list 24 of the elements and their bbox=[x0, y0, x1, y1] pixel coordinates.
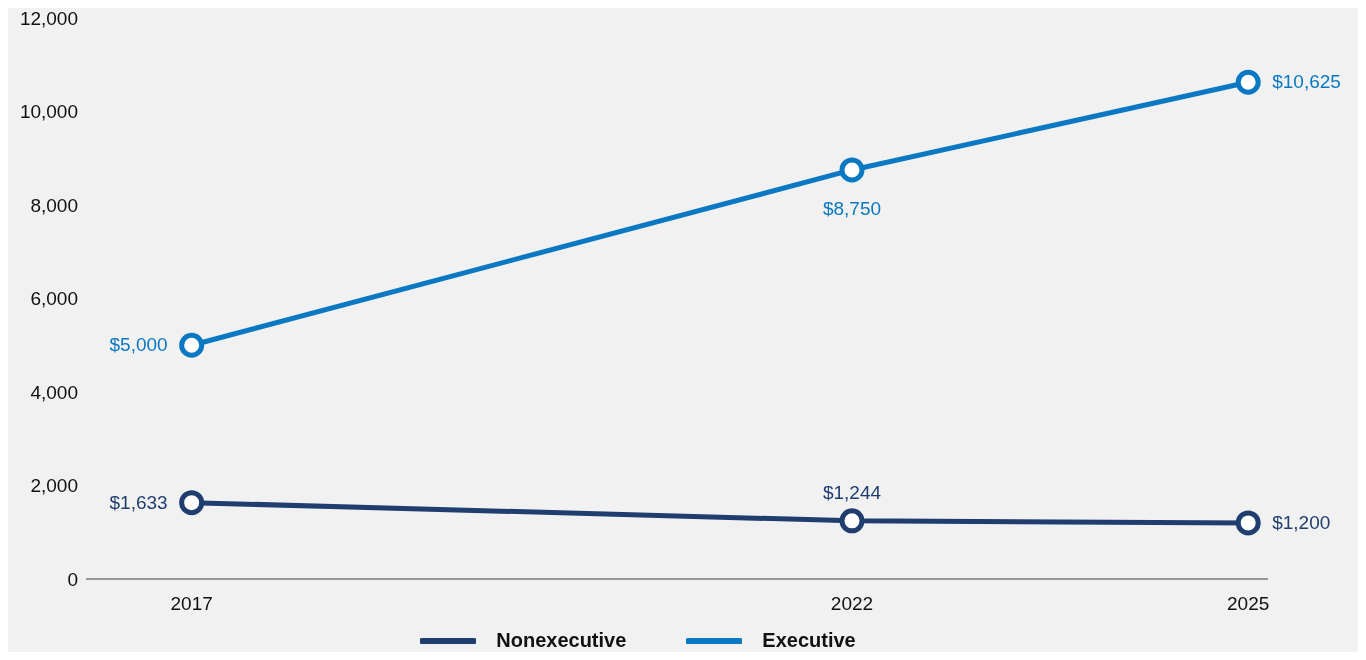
x-tick-label: 2025 bbox=[1227, 593, 1270, 615]
x-tick-label: 2017 bbox=[170, 593, 213, 615]
point bbox=[179, 332, 205, 358]
point bbox=[1235, 510, 1261, 536]
y-tick-label: 4,000 bbox=[30, 381, 78, 403]
point bbox=[1235, 69, 1261, 95]
y-tick-label: 12,000 bbox=[19, 7, 78, 29]
point bbox=[839, 508, 865, 534]
data-label: $1,200 bbox=[1272, 511, 1331, 533]
data-label: $1,633 bbox=[109, 491, 168, 513]
data-label: $5,000 bbox=[109, 334, 168, 356]
y-tick-label: 10,000 bbox=[19, 101, 78, 123]
data-label: $10,625 bbox=[1272, 71, 1341, 93]
y-tick-label: 0 bbox=[67, 568, 78, 590]
y-tick-label: 2,000 bbox=[30, 475, 78, 497]
data-label: $8,750 bbox=[822, 197, 882, 219]
data-label: $1,244 bbox=[822, 481, 882, 503]
point bbox=[839, 157, 865, 183]
y-tick-label: 6,000 bbox=[30, 288, 78, 310]
legend-label: Nonexecutive bbox=[496, 629, 627, 652]
point bbox=[179, 490, 205, 516]
x-tick-label: 2022 bbox=[830, 593, 874, 615]
y-tick-label: 8,000 bbox=[30, 194, 78, 216]
legend-label: Executive bbox=[762, 629, 856, 652]
